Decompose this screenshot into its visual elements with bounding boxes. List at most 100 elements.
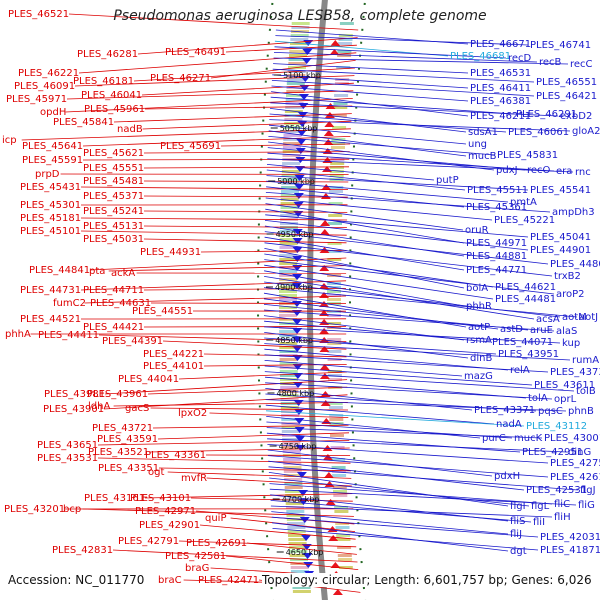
gene-label: nadA xyxy=(496,419,522,430)
feature-bar xyxy=(279,234,298,237)
gene-label: PLES_46221 xyxy=(18,68,79,79)
reverse-gene-arrow xyxy=(294,409,304,415)
label-leader xyxy=(264,337,497,355)
label-leader xyxy=(270,102,559,117)
gene-label: PLES_43112 xyxy=(526,421,587,432)
feature-bar xyxy=(329,418,344,421)
gene-label: ung xyxy=(468,139,487,150)
feature-bar xyxy=(279,358,298,361)
gene-label: PLES_43961 xyxy=(87,389,148,400)
feature-bar xyxy=(280,398,299,401)
gene-label: aotM xyxy=(562,312,587,323)
feature-bar xyxy=(331,142,346,145)
gene-label: PLES_46181 xyxy=(73,76,134,87)
label-leader xyxy=(268,472,509,507)
label-leader xyxy=(265,410,525,427)
feature-bar xyxy=(328,214,343,217)
feature-bar xyxy=(279,294,297,297)
label-leader xyxy=(104,379,348,395)
feature-bar xyxy=(331,458,346,461)
label-leader xyxy=(268,136,496,156)
gene-label: PLES_42691 xyxy=(186,538,247,549)
label-leader xyxy=(264,326,561,344)
gene-label: purC xyxy=(482,433,506,444)
feature-bar xyxy=(286,510,305,513)
feature-bar xyxy=(330,434,344,437)
feature-bar xyxy=(279,274,298,277)
feature-bar xyxy=(279,374,298,377)
backbone-arc xyxy=(307,0,328,600)
gene-label: flgL xyxy=(531,501,550,512)
feature-bar xyxy=(281,410,299,413)
feature-bar xyxy=(279,254,298,257)
gene-label: PLES_44841 xyxy=(29,265,90,276)
scale-label: 5000 kbp xyxy=(277,177,315,186)
gene-label: fumC2 xyxy=(53,298,86,309)
reverse-gene-arrow xyxy=(292,364,303,370)
feature-bar xyxy=(289,546,307,549)
label-leader xyxy=(266,180,509,203)
genome-backbone xyxy=(257,0,367,600)
label-leader xyxy=(97,440,350,446)
feature-bar xyxy=(284,486,303,489)
label-leader xyxy=(263,309,555,332)
gene-label: PLES_45841 xyxy=(53,117,114,128)
gene-label: PLES_43901 xyxy=(43,404,104,415)
label-leader xyxy=(264,259,555,295)
feature-bar xyxy=(336,66,351,69)
gene-label: PLES_44931 xyxy=(140,247,201,258)
gene-label: PLES_45131 xyxy=(83,221,144,232)
label-leader xyxy=(143,210,348,213)
gene-label: PLES_42951 xyxy=(522,447,583,458)
feature-bar xyxy=(280,382,299,385)
gene-label: dinG xyxy=(568,447,591,458)
feature-bar xyxy=(333,106,348,109)
feature-bar xyxy=(283,470,302,473)
gene-label: phhR xyxy=(466,301,492,312)
gene-label: nadB xyxy=(117,124,143,135)
feature-bar xyxy=(283,134,302,137)
forward-gene-arrow xyxy=(323,139,334,145)
gene-label: mvfR xyxy=(181,473,207,484)
gene-label: prpD xyxy=(35,169,60,180)
feature-bar xyxy=(291,22,310,25)
label-leader xyxy=(264,343,571,361)
gene-label: mucK xyxy=(514,433,543,444)
feature-bar xyxy=(282,446,301,449)
gene-label: PLES_43361 xyxy=(145,450,206,461)
feature-bar xyxy=(282,146,301,149)
gene-label: braG xyxy=(185,563,209,574)
label-leader xyxy=(264,231,549,265)
feature-bar xyxy=(290,566,309,569)
feature-bar xyxy=(279,286,297,289)
feature-bar xyxy=(338,566,353,569)
feature-bar xyxy=(327,358,342,361)
gene-label: PLES_45641 xyxy=(22,141,83,152)
feature-bar xyxy=(281,178,300,181)
gene-label: PLES_43531 xyxy=(37,453,98,464)
gene-label: PLES_43201 xyxy=(4,504,65,515)
gene-label: opdH xyxy=(40,107,66,118)
feature-bar xyxy=(288,534,306,537)
label-leader xyxy=(78,52,357,74)
feature-bar xyxy=(327,250,342,253)
gene-label: PLES_44731 xyxy=(20,285,81,296)
forward-gene-arrow xyxy=(330,562,341,568)
gene-label: acsA xyxy=(536,314,560,325)
gene-label: PLES_46421 xyxy=(536,91,597,102)
feature-bar xyxy=(335,522,350,525)
feature-bar xyxy=(291,570,309,573)
scale-label: 4850 kbp xyxy=(275,336,313,345)
label-leader xyxy=(265,197,493,221)
feature-bar xyxy=(332,114,347,117)
forward-gene-arrow xyxy=(320,391,331,397)
forward-gene-arrow xyxy=(319,364,330,370)
gene-label: PLES_43001 xyxy=(544,433,600,444)
feature-bar xyxy=(282,434,300,437)
feature-bar xyxy=(285,102,304,105)
label-leader xyxy=(268,460,525,491)
feature-bar xyxy=(327,242,342,245)
feature-bar xyxy=(333,494,348,497)
feature-bar xyxy=(292,590,311,593)
label-leader xyxy=(162,340,347,350)
